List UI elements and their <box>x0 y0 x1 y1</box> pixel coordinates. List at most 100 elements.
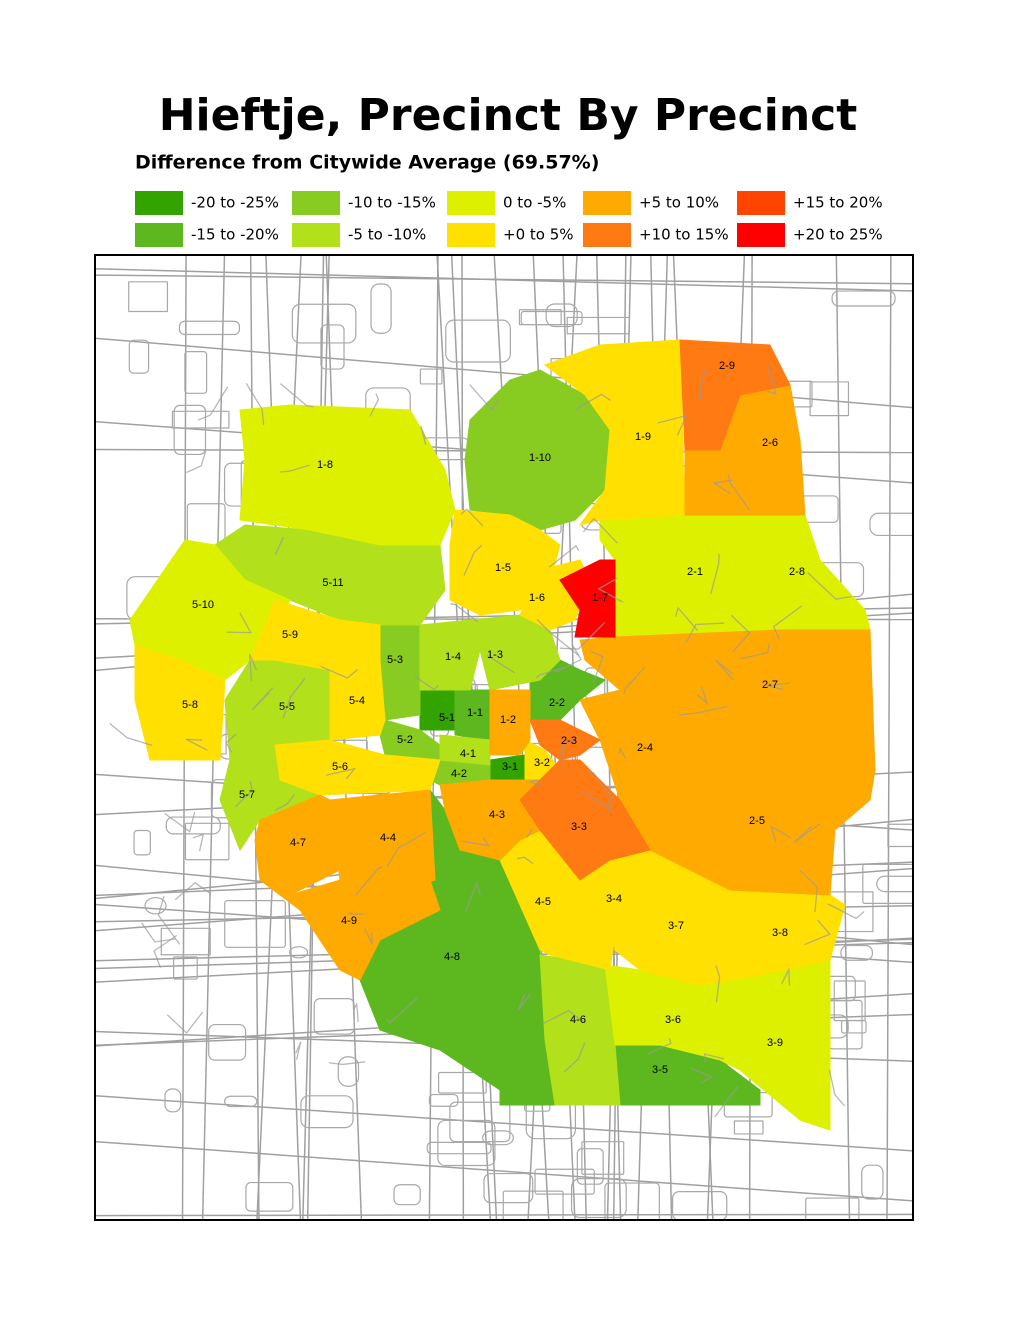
precinct-label: 1-9 <box>635 431 651 443</box>
road <box>561 738 579 771</box>
road <box>173 956 198 980</box>
road <box>793 823 821 843</box>
road <box>320 665 358 679</box>
precinct-label: 1-3 <box>487 649 503 661</box>
precinct-label: 3-5 <box>652 1064 668 1076</box>
precinct-label: 2-1 <box>687 566 703 578</box>
road <box>516 856 534 865</box>
road <box>225 733 237 753</box>
road <box>370 283 392 334</box>
road <box>563 1042 586 1073</box>
road <box>714 659 735 681</box>
road <box>482 1130 514 1146</box>
legend-swatch <box>292 191 340 215</box>
road <box>876 875 913 893</box>
precinct <box>579 629 876 772</box>
road <box>575 393 611 410</box>
map-frame <box>94 254 914 1221</box>
precinct-label: 1-10 <box>529 452 551 464</box>
precinct-label: 5-9 <box>282 629 298 641</box>
road <box>428 1093 459 1107</box>
road <box>426 1141 492 1155</box>
road <box>535 666 565 679</box>
precinct-label: 2-2 <box>549 697 565 709</box>
road <box>526 829 533 839</box>
road <box>184 351 208 394</box>
legend-swatch <box>737 191 785 215</box>
road <box>463 544 483 576</box>
legend-label: +20 to 25% <box>793 226 883 244</box>
road <box>623 666 646 694</box>
precinct-label: 4-9 <box>341 915 357 927</box>
road <box>861 1164 884 1200</box>
road <box>727 474 751 511</box>
legend-swatch <box>135 223 183 247</box>
road <box>460 508 484 527</box>
road <box>289 946 309 959</box>
precinct-label: 4-1 <box>460 748 476 760</box>
road <box>671 1191 728 1220</box>
road <box>178 320 241 336</box>
road <box>186 449 207 474</box>
precinct-label: 4-5 <box>535 896 551 908</box>
precinct-label: 4-4 <box>380 832 396 844</box>
road <box>157 895 181 945</box>
precinct <box>134 644 226 761</box>
road <box>460 837 490 847</box>
legend-label: -5 to -10% <box>348 226 426 244</box>
road <box>840 944 873 961</box>
precinct-label: 4-3 <box>489 809 505 821</box>
precinct <box>274 739 441 796</box>
precinct-label: 5-11 <box>322 577 343 589</box>
precinct <box>379 624 421 721</box>
precinct <box>254 794 341 896</box>
road <box>570 1178 627 1219</box>
road <box>291 303 357 344</box>
road <box>518 309 562 326</box>
road <box>869 512 913 537</box>
road <box>769 825 792 842</box>
road <box>282 677 306 719</box>
precinct <box>719 959 831 1131</box>
road <box>584 772 614 799</box>
road <box>386 997 418 1025</box>
precinct <box>439 734 491 766</box>
precinct-label: 1-4 <box>445 651 461 663</box>
precinct <box>259 879 441 981</box>
road <box>581 1141 625 1175</box>
road <box>174 881 212 901</box>
precinct-label: 1-5 <box>495 562 511 574</box>
road <box>710 553 720 595</box>
road <box>248 653 258 682</box>
road <box>696 686 709 706</box>
road <box>95 1140 913 1202</box>
road <box>685 622 725 644</box>
precinct-label: 1-8 <box>317 459 333 471</box>
road <box>295 1041 302 1060</box>
road <box>703 1053 725 1063</box>
legend-label: -20 to -25% <box>191 194 279 212</box>
road <box>320 324 345 370</box>
road <box>386 831 427 868</box>
precinct-label: 1-7 <box>592 592 608 604</box>
road <box>831 290 896 307</box>
legend-swatch <box>292 223 340 247</box>
precinct-label: 3-3 <box>571 821 587 833</box>
precinct-label: 4-6 <box>570 1014 586 1026</box>
precinct <box>249 599 381 671</box>
road <box>164 1088 182 1113</box>
precinct-label: 4-7 <box>290 837 306 849</box>
road <box>583 791 613 812</box>
road <box>657 414 688 436</box>
road <box>690 1067 714 1084</box>
precinct-label: 5-8 <box>182 699 198 711</box>
precinct-label: 1-1 <box>467 707 483 719</box>
road <box>234 781 253 808</box>
road <box>355 866 383 896</box>
road <box>528 779 543 787</box>
road <box>545 303 578 328</box>
road <box>469 384 500 411</box>
road <box>827 903 865 920</box>
road <box>674 606 699 632</box>
road <box>566 316 630 335</box>
